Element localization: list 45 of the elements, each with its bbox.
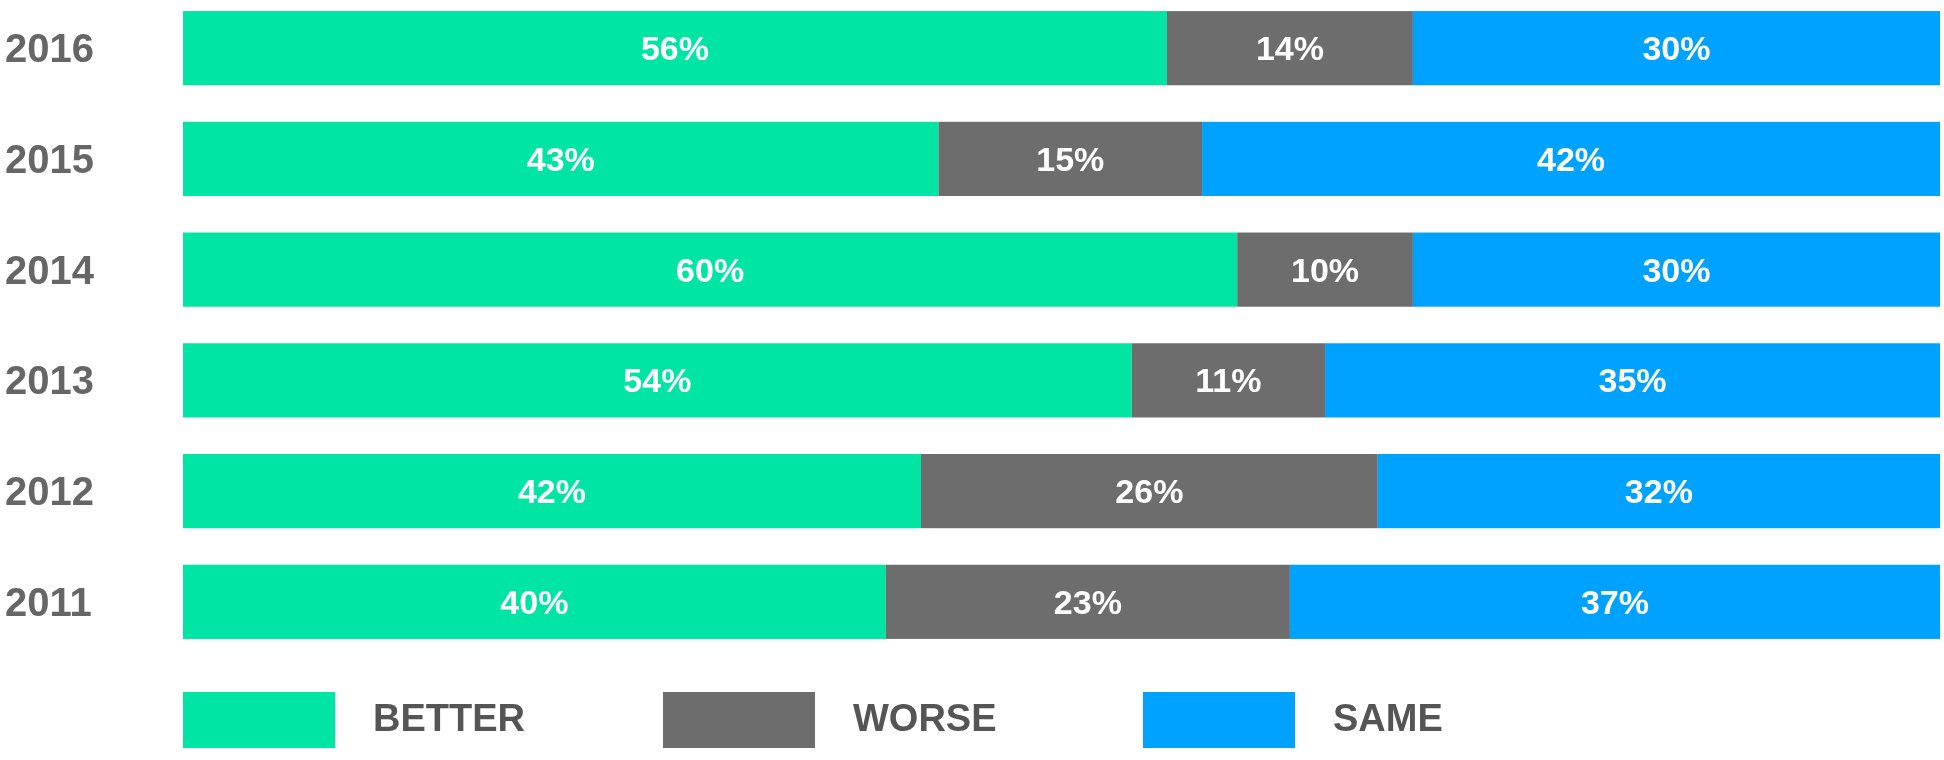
legend-label: BETTER [373, 697, 525, 740]
bar [183, 232, 1238, 307]
bar [1412, 232, 1940, 307]
bar [183, 11, 1167, 86]
bar [1131, 343, 1326, 418]
data-label: 54% [623, 361, 692, 400]
data-label: 15% [1036, 139, 1105, 178]
y-tick-label: 2014 [5, 247, 95, 292]
legend-label: WORSE [853, 697, 997, 740]
data-label: 26% [1115, 472, 1184, 510]
bar [1237, 232, 1413, 307]
y-tick-label: 2015 [5, 136, 94, 181]
bar [938, 121, 1203, 196]
bar [183, 564, 886, 639]
data-label: 23% [1053, 582, 1122, 621]
data-label: 10% [1291, 250, 1360, 289]
data-label: 42% [517, 472, 586, 510]
y-tick-label: 2011 [5, 579, 92, 624]
data-label: 30% [1642, 29, 1711, 68]
bar [1202, 121, 1940, 196]
data-label: 37% [1580, 582, 1649, 621]
data-label: 32% [1624, 472, 1693, 510]
bar [183, 121, 939, 196]
data-label: 43% [526, 139, 595, 178]
data-label: 35% [1598, 361, 1667, 400]
data-label: 11% [1195, 361, 1262, 400]
data-label: 40% [500, 582, 569, 621]
bar [1377, 454, 1940, 529]
bar [183, 343, 1132, 418]
y-tick-label: 2016 [5, 26, 94, 71]
data-label: 60% [676, 250, 745, 289]
y-tick-label: 2012 [5, 469, 94, 514]
legend-label: SAME [1333, 697, 1443, 740]
bar [885, 564, 1290, 639]
bar [1412, 11, 1940, 86]
data-label: 30% [1642, 250, 1711, 289]
bar [183, 454, 921, 529]
y-tick-label: 2013 [5, 358, 94, 403]
data-label: 56% [640, 29, 709, 68]
bar [1289, 564, 1940, 639]
bar [1325, 343, 1940, 418]
bar [1166, 11, 1413, 86]
data-label: 14% [1255, 29, 1324, 68]
data-label: 42% [1537, 139, 1606, 178]
bar [920, 454, 1378, 529]
